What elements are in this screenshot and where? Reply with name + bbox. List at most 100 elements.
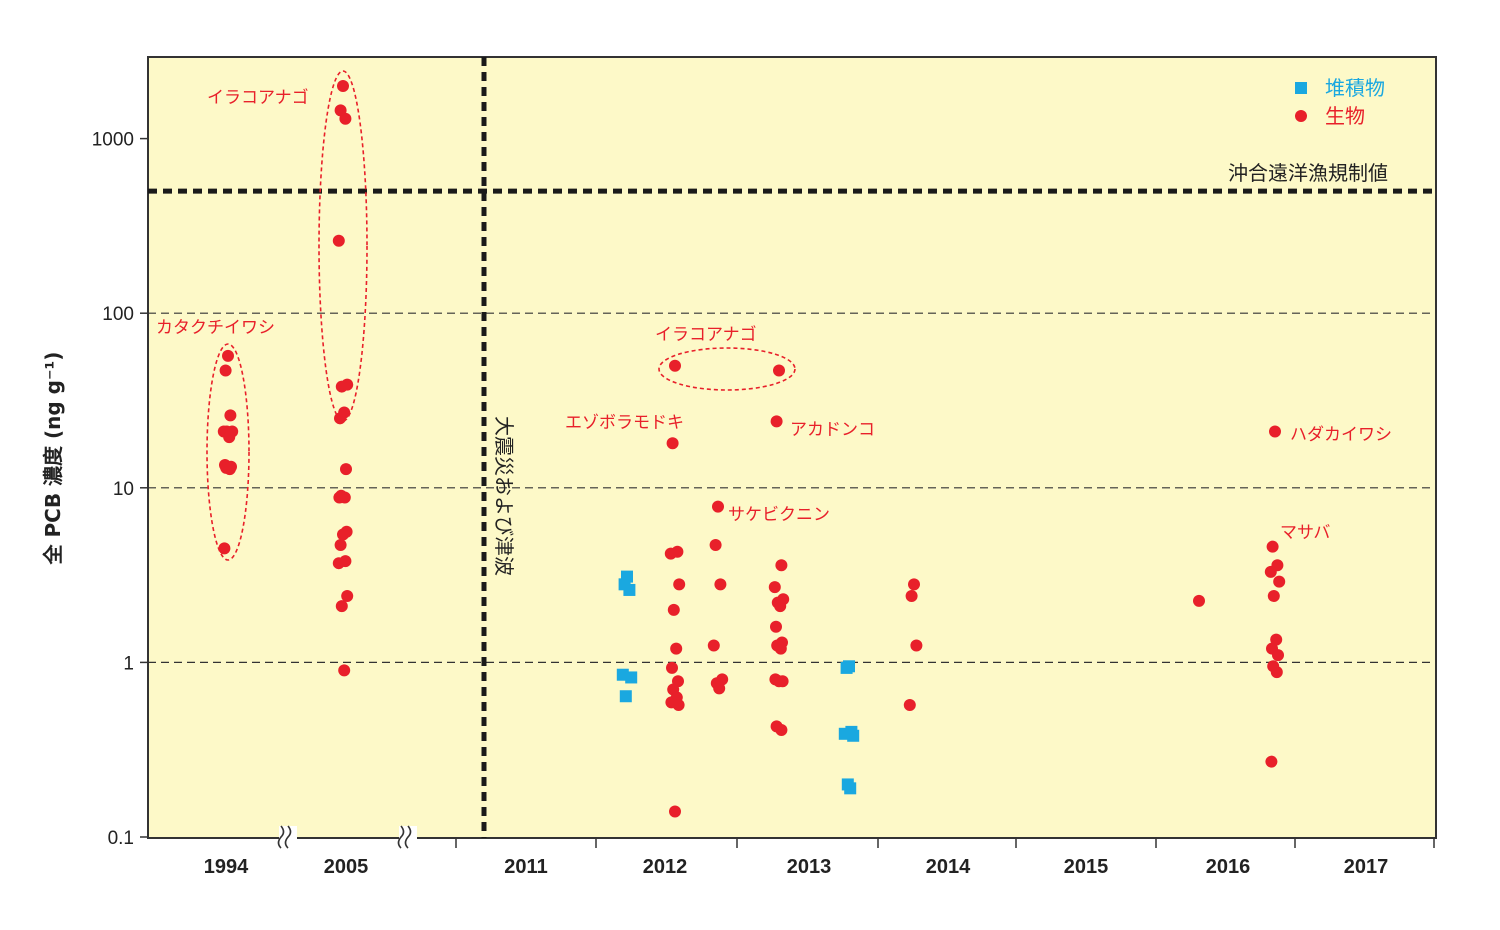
legend-label: 生物: [1325, 104, 1365, 128]
plot-area: [147, 56, 1437, 839]
organism-point: [672, 699, 685, 712]
organism-point: [1193, 594, 1205, 607]
group-ellipses: [206, 70, 796, 561]
organism-point: [1264, 565, 1277, 578]
organism-point: [223, 431, 236, 444]
species-label: ハダカイワシ: [1290, 425, 1392, 445]
species-label: イラコアナゴ: [655, 324, 757, 345]
species-label: アカドンコ: [790, 420, 875, 440]
organism-point: [334, 539, 347, 552]
organism-point: [332, 234, 345, 247]
organism-point: [222, 349, 234, 362]
organism-point: [775, 559, 788, 572]
organism-point: [223, 463, 236, 476]
organism-point: [664, 547, 677, 560]
organism-point: [339, 112, 352, 125]
organism-point: [334, 412, 346, 425]
group-ellipse: [318, 70, 368, 422]
organism-point: [341, 590, 354, 603]
organism-point: [1272, 649, 1284, 662]
organism-point: [337, 80, 349, 93]
organism-point: [709, 539, 722, 552]
organism-point: [218, 542, 231, 555]
sediment-point: [844, 782, 857, 795]
axis-break-mark: [404, 825, 412, 849]
organism-point: [669, 805, 681, 818]
species-label: カタクチイワシ: [156, 318, 275, 338]
organism-point: [770, 415, 783, 428]
organism-point: [1265, 755, 1278, 768]
x-tick-label: 2014: [926, 856, 971, 878]
organism-point: [1270, 633, 1283, 646]
organism-point: [667, 603, 680, 616]
species-label: サケビクニン: [728, 505, 830, 525]
x-tick-label: 2013: [787, 856, 832, 878]
organism-point: [905, 590, 918, 603]
x-tick-label: 1994: [204, 856, 249, 878]
x-tick-label: 2011: [504, 856, 547, 878]
x-tick-label: 2016: [1206, 856, 1251, 878]
organism-point: [1267, 590, 1280, 603]
species-label: エゾボラモドキ: [565, 413, 684, 433]
sediment-point: [840, 661, 853, 674]
organism-point: [333, 491, 346, 504]
organism-point: [773, 675, 785, 688]
x-tick-label: 2015: [1064, 856, 1109, 878]
sediment-point: [847, 729, 860, 742]
organism-point: [338, 664, 351, 677]
organism-point: [773, 364, 785, 377]
organism-point: [670, 642, 683, 655]
organism-point: [219, 364, 232, 377]
organism-point: [768, 581, 781, 594]
organism-point: [1270, 666, 1283, 679]
organism-point: [1273, 575, 1286, 588]
y-tick-label: 1000: [92, 130, 134, 151]
axis-break-mark: [277, 825, 285, 849]
data-points: [217, 80, 1286, 818]
organism-point: [1266, 540, 1279, 553]
y-tick-label: 100: [102, 304, 134, 325]
organism-point: [673, 578, 686, 591]
organism-point: [666, 661, 678, 674]
sediment-point: [625, 671, 638, 684]
group-ellipse: [658, 347, 796, 391]
species-label: マサバ: [1280, 523, 1330, 543]
organism-point: [669, 359, 681, 372]
grid-lines: [148, 312, 1436, 664]
sediment-point: [623, 583, 636, 596]
regulation-label: 沖合遠洋漁規制値: [1228, 161, 1388, 185]
organism-point: [707, 639, 720, 652]
organism-point: [335, 380, 348, 393]
y-tick-label: 1: [123, 653, 134, 674]
y-axis-label: 全 PCB 濃度 (ng g⁻¹): [41, 352, 65, 566]
species-label: イラコアナゴ: [207, 87, 309, 108]
x-tick-label: 2012: [643, 856, 688, 878]
axes: 0.1 1 10 100 1000 1994 2005 2011 2012 2013 2014 201…: [92, 130, 1435, 878]
axis-break-mark: [397, 825, 405, 849]
group-ellipse: [206, 343, 250, 561]
organism-point: [908, 578, 920, 591]
sediment-point: [619, 690, 632, 703]
x-tick-label: 2005: [324, 856, 369, 878]
organism-point: [775, 724, 788, 737]
organism-point: [666, 437, 679, 450]
x-tick-label: 2017: [1344, 856, 1389, 878]
organism-point: [712, 500, 724, 513]
organism-point: [340, 463, 352, 476]
legend-marker-sediment: [1295, 82, 1307, 94]
organism-point: [335, 600, 348, 613]
legend-marker-organism: [1295, 110, 1307, 122]
y-tick-label: 10: [113, 479, 134, 500]
organism-point: [714, 578, 727, 591]
earthquake-label: 大震災および津波: [492, 416, 516, 576]
organism-point: [910, 639, 923, 652]
organism-point: [774, 642, 787, 655]
organism-point: [774, 600, 787, 613]
organism-point: [1269, 425, 1281, 438]
legend-label: 堆積物: [1325, 76, 1385, 100]
organism-point: [903, 699, 916, 712]
